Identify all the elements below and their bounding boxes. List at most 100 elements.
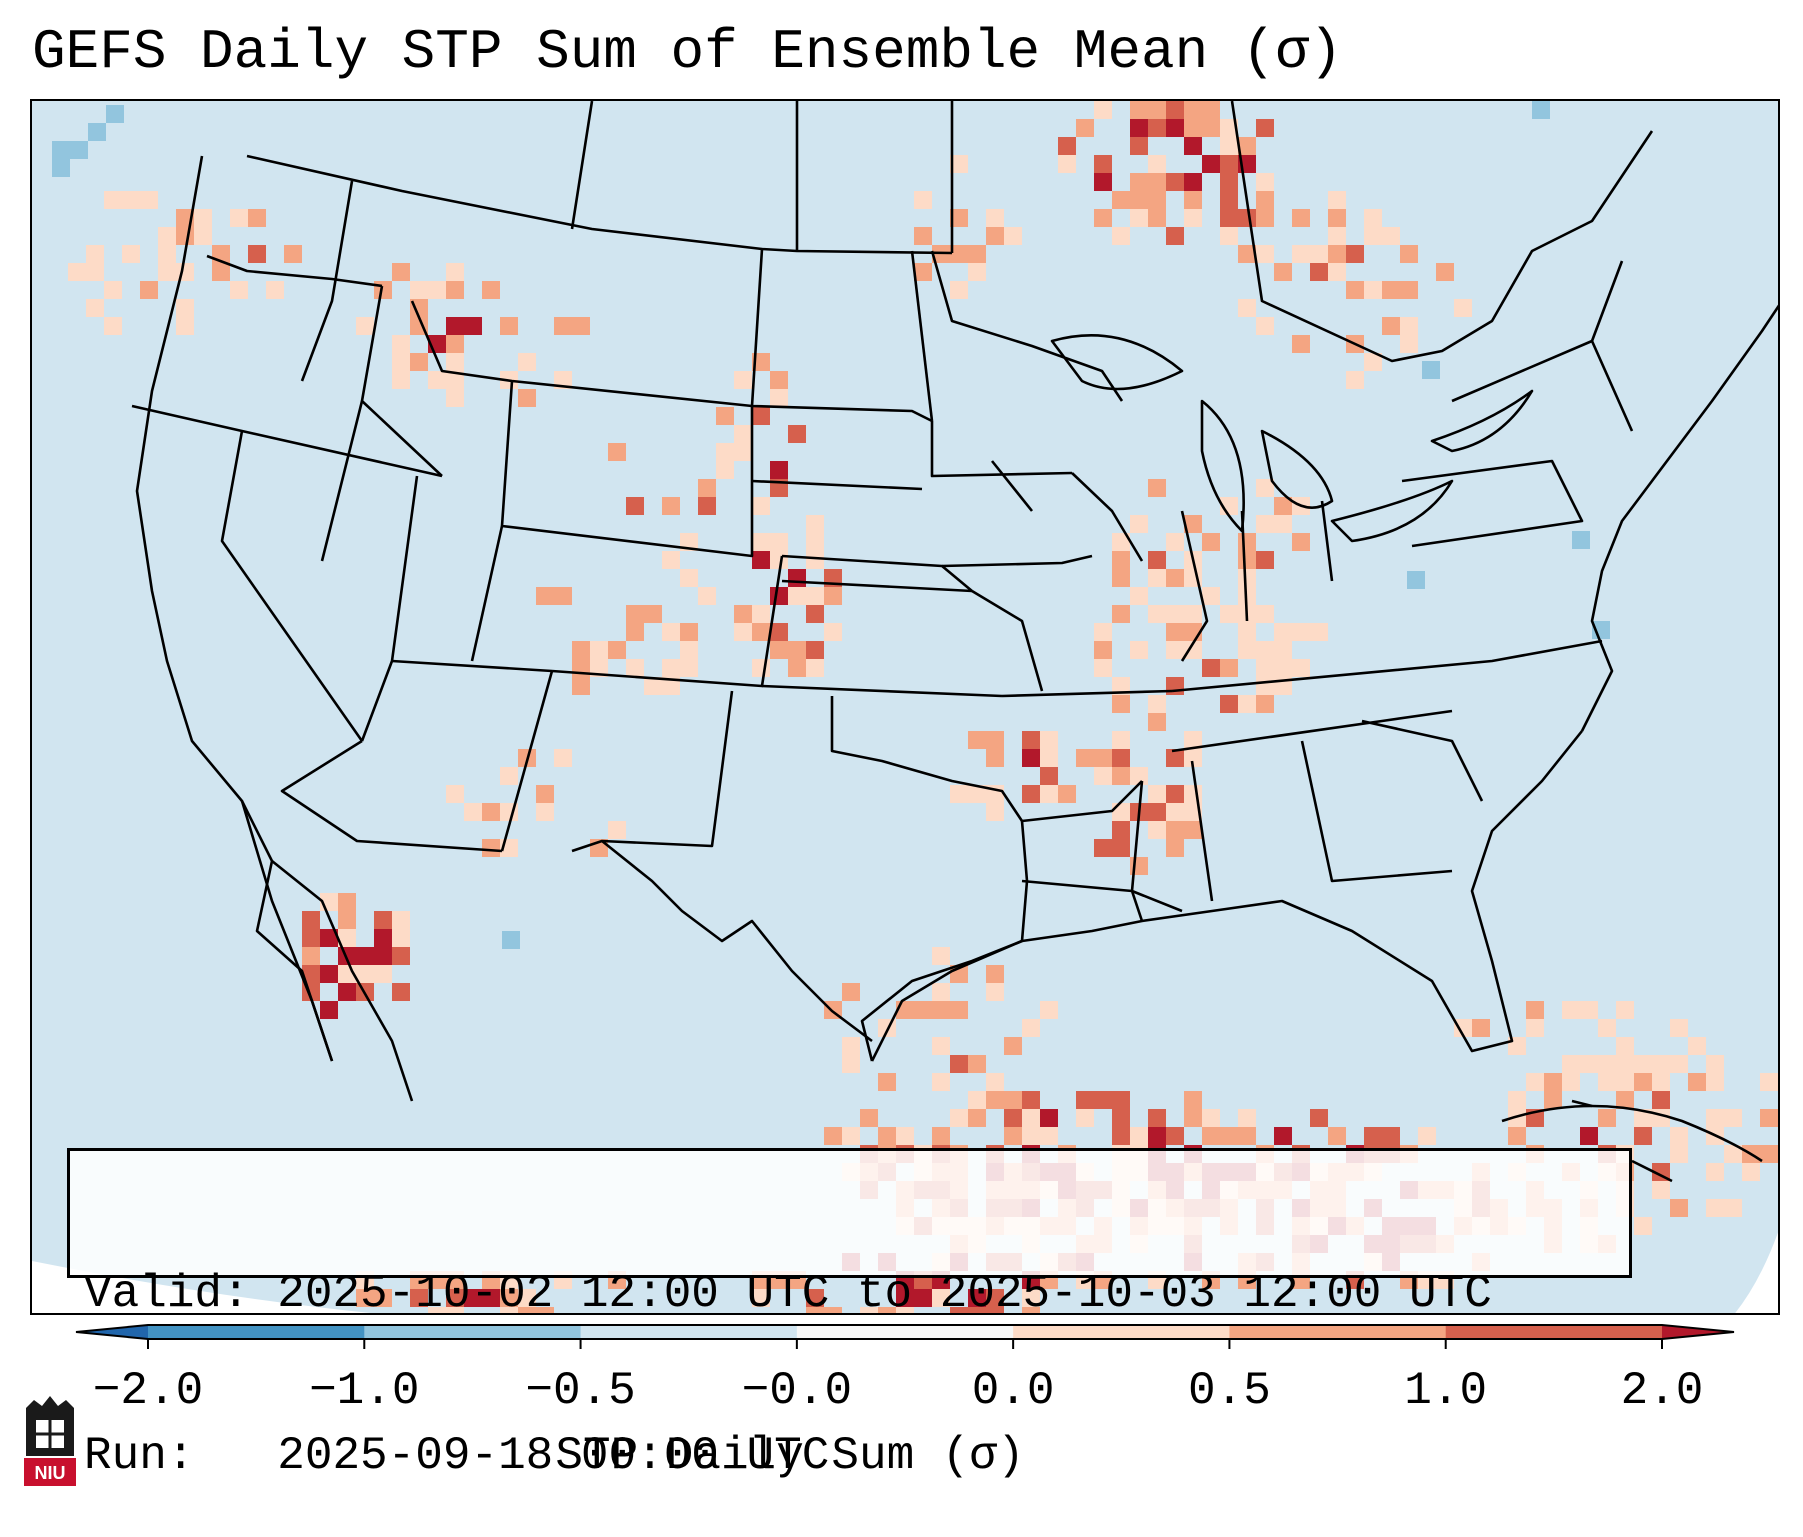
- anomaly-cell: [1310, 245, 1328, 263]
- logo-text: NIU: [35, 1463, 66, 1483]
- anomaly-cell: [1184, 1109, 1202, 1127]
- anomaly-cell: [1580, 1001, 1598, 1019]
- anomaly-cell: [950, 1001, 968, 1019]
- anomaly-cell: [1148, 803, 1166, 821]
- anomaly-cell: [932, 983, 950, 1001]
- anomaly-cell: [554, 317, 572, 335]
- anomaly-cell: [986, 749, 1004, 767]
- anomaly-cell: [770, 533, 788, 551]
- anomaly-cell: [1760, 1073, 1778, 1091]
- anomaly-cell: [536, 785, 554, 803]
- anomaly-cell: [1130, 191, 1148, 209]
- map-background: [32, 101, 1778, 1313]
- anomaly-cell: [1166, 803, 1184, 821]
- anomaly-cell: [734, 371, 752, 389]
- anomaly-cell: [860, 1307, 878, 1313]
- anomaly-cell: [374, 281, 392, 299]
- anomaly-cell: [1274, 497, 1292, 515]
- anomaly-cell: [1130, 587, 1148, 605]
- anomaly-cell: [824, 1127, 842, 1145]
- anomaly-cell: [302, 965, 320, 983]
- anomaly-cell: [950, 209, 968, 227]
- anomaly-cell: [1130, 209, 1148, 227]
- anomaly-cell: [1688, 1073, 1706, 1091]
- map-panel[interactable]: [30, 99, 1780, 1315]
- anomaly-cell: [1328, 227, 1346, 245]
- anomaly-cell: [1238, 1127, 1256, 1145]
- anomaly-cell: [1274, 659, 1292, 677]
- anomaly-cell: [1184, 785, 1202, 803]
- anomaly-cell: [1166, 821, 1184, 839]
- anomaly-cell: [1112, 533, 1130, 551]
- anomaly-cell: [752, 1289, 770, 1307]
- anomaly-cell: [950, 1307, 968, 1313]
- anomaly-cell: [1112, 227, 1130, 245]
- anomaly-cell: [446, 335, 464, 353]
- anomaly-cell: [1382, 281, 1400, 299]
- anomaly-cell: [1130, 767, 1148, 785]
- anomaly-cell: [176, 317, 194, 335]
- anomaly-cell: [392, 947, 410, 965]
- anomaly-cell: [806, 659, 824, 677]
- anomaly-cell: [1382, 1127, 1400, 1145]
- anomaly-cell: [1670, 1127, 1688, 1145]
- anomaly-cell: [734, 443, 752, 461]
- anomaly-cell: [320, 929, 338, 947]
- anomaly-cell: [266, 281, 284, 299]
- anomaly-cell: [1346, 245, 1364, 263]
- anomaly-cell: [1184, 137, 1202, 155]
- anomaly-cell: [1760, 1109, 1778, 1127]
- anomaly-cell: [1274, 641, 1292, 659]
- anomaly-cell: [806, 641, 824, 659]
- anomaly-cell: [896, 1289, 914, 1307]
- anomaly-cell: [176, 263, 194, 281]
- anomaly-cell: [806, 1307, 824, 1313]
- anomaly-cell: [752, 407, 770, 425]
- anomaly-cell: [1184, 209, 1202, 227]
- anomaly-cell: [410, 299, 428, 317]
- anomaly-cell: [1112, 1109, 1130, 1127]
- anomaly-cell: [212, 263, 230, 281]
- anomaly-cell: [320, 1001, 338, 1019]
- anomaly-cell: [518, 389, 536, 407]
- niu-logo: NIU: [24, 1396, 76, 1486]
- anomaly-cell: [446, 317, 464, 335]
- anomaly-cell: [1076, 749, 1094, 767]
- anomaly-cell: [716, 407, 734, 425]
- anomaly-cell: [1616, 1037, 1634, 1055]
- anomaly-cell: [716, 461, 734, 479]
- anomaly-cell: [1202, 119, 1220, 137]
- anomaly-cell: [410, 1289, 428, 1307]
- anomaly-cell: [302, 929, 320, 947]
- anomaly-cell: [1616, 1055, 1634, 1073]
- anomaly-cell: [446, 281, 464, 299]
- anomaly-cell: [770, 371, 788, 389]
- anomaly-cell: [1094, 173, 1112, 191]
- anomaly-cell: [1130, 641, 1148, 659]
- anomaly-cell: [158, 245, 176, 263]
- anomaly-cell: [374, 929, 392, 947]
- anomaly-cell: [1220, 137, 1238, 155]
- anomaly-cell: [1130, 137, 1148, 155]
- anomaly-cell: [986, 983, 1004, 1001]
- anomaly-cell: [806, 605, 824, 623]
- anomaly-cell: [1670, 1019, 1688, 1037]
- anomaly-cell: [1670, 1055, 1688, 1073]
- anomaly-cell: [1598, 1109, 1616, 1127]
- anomaly-cell: [1256, 605, 1274, 623]
- anomaly-cell: [1022, 1109, 1040, 1127]
- anomaly-cell: [788, 425, 806, 443]
- anomaly-cell: [1526, 1073, 1544, 1091]
- anomaly-cell: [1112, 749, 1130, 767]
- anomaly-cell: [68, 263, 86, 281]
- anomaly-cell: [1166, 173, 1184, 191]
- anomaly-cell: [1220, 1127, 1238, 1145]
- anomaly-cell: [1346, 371, 1364, 389]
- anomaly-cell: [1112, 695, 1130, 713]
- anomaly-cell: [1040, 749, 1058, 767]
- anomaly-cell: [1004, 227, 1022, 245]
- anomaly-cell: [680, 641, 698, 659]
- anomaly-cell: [932, 1001, 950, 1019]
- anomaly-cell: [536, 803, 554, 821]
- anomaly-cell: [1616, 1001, 1634, 1019]
